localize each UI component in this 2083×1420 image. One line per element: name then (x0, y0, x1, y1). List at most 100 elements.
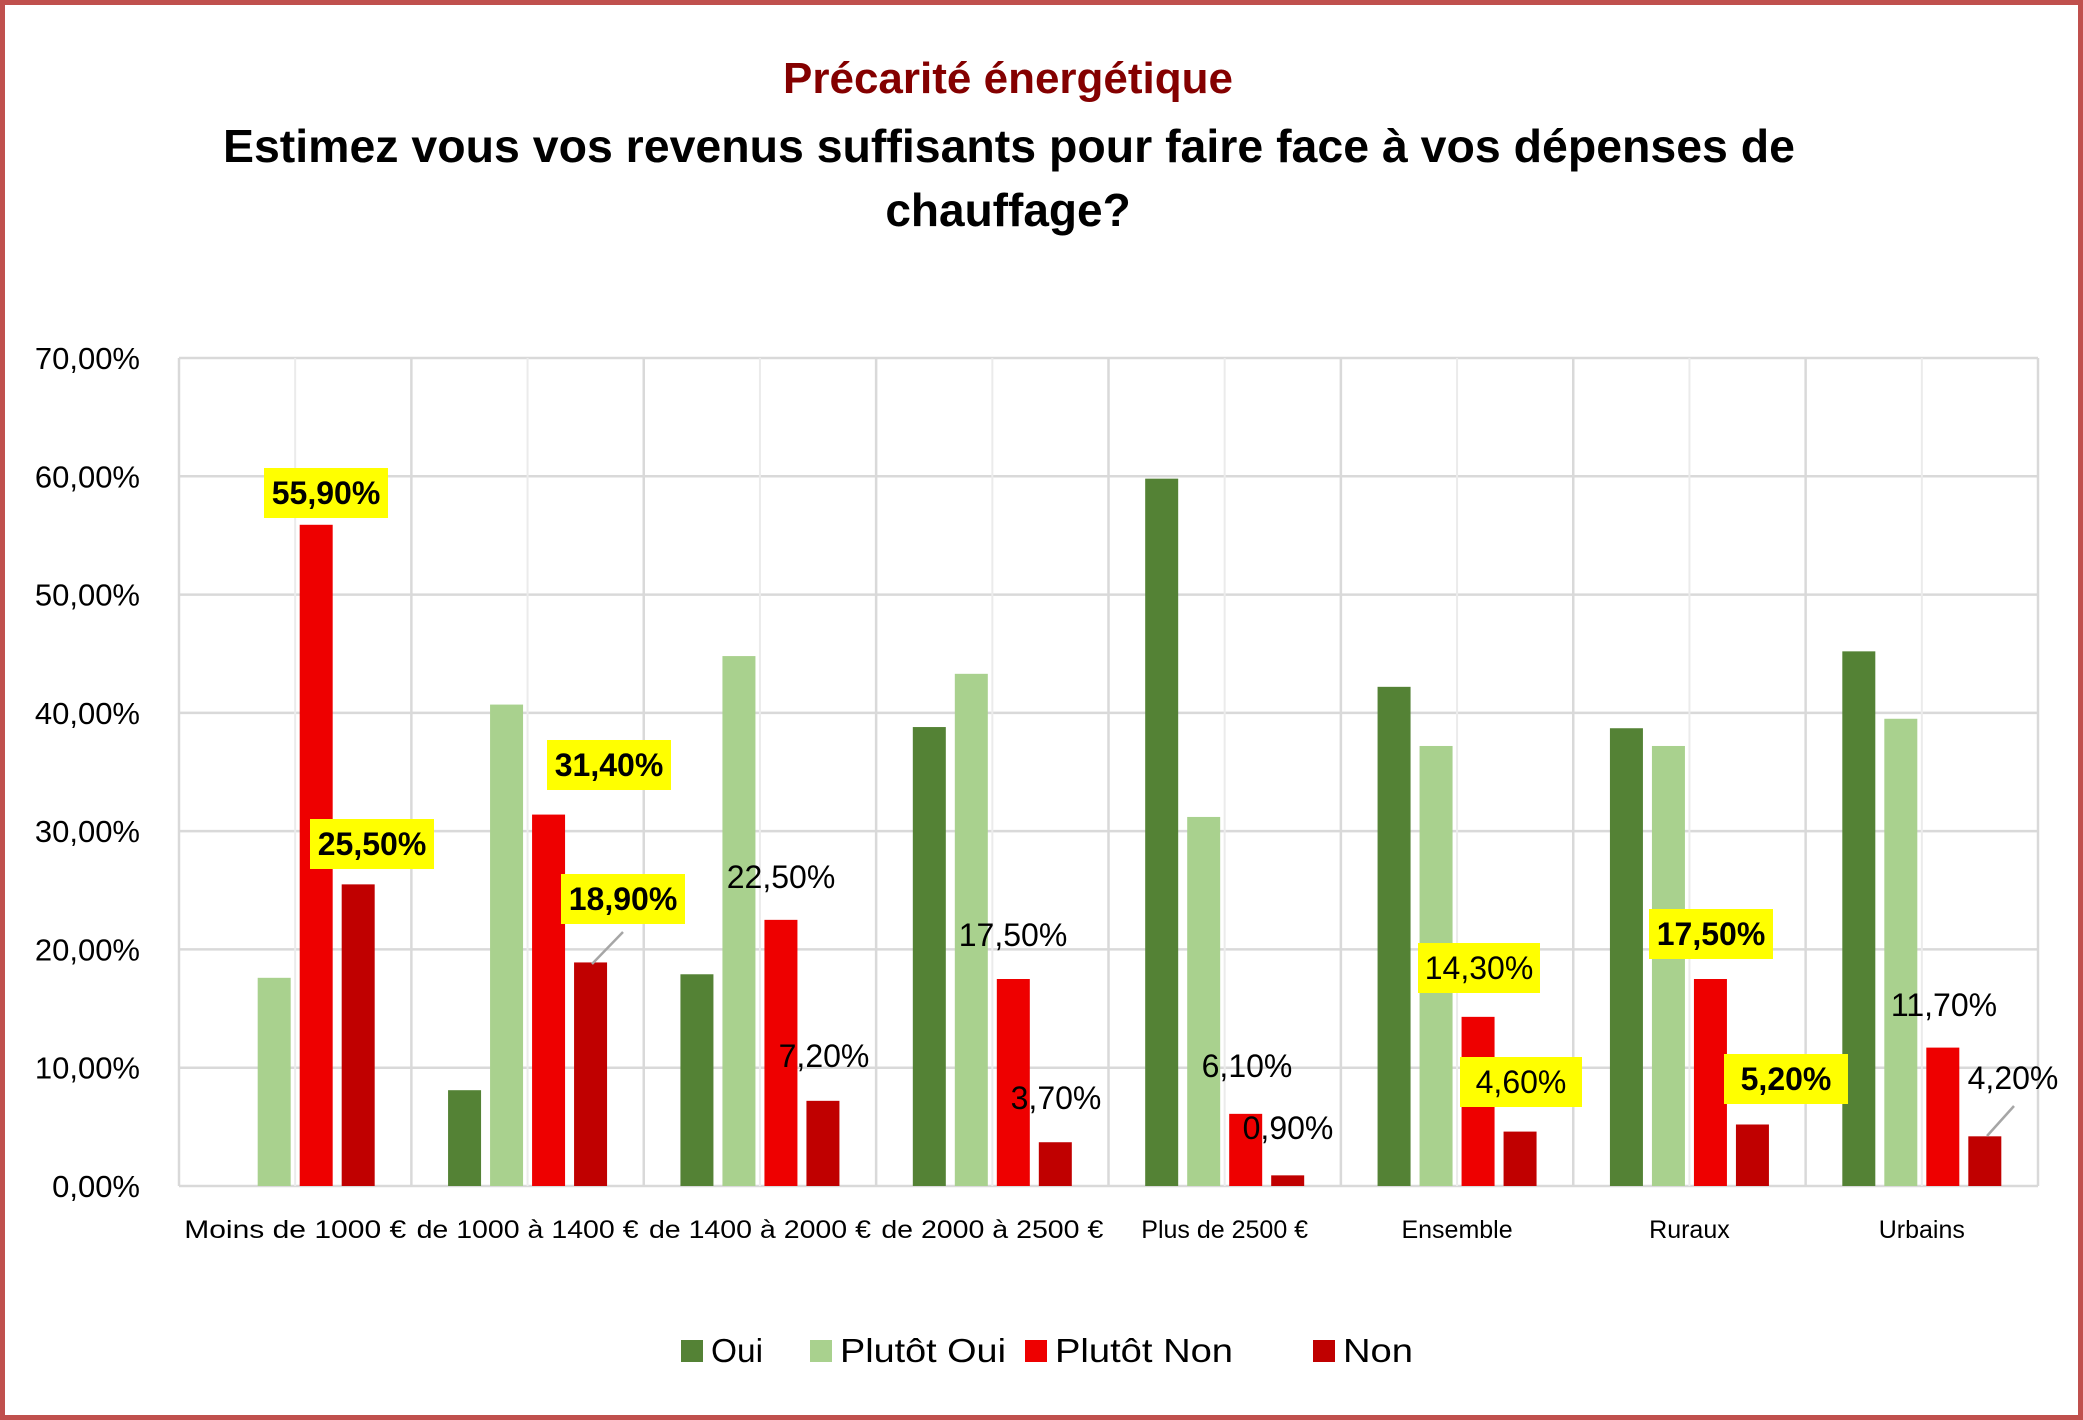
x-tick-label: Urbains (1879, 1216, 1965, 1244)
data-label-text: 7,20% (779, 1038, 870, 1074)
legend-item: Oui (681, 1332, 763, 1369)
data-label-text: 5,20% (1741, 1061, 1832, 1097)
y-tick-label: 30,00% (35, 814, 140, 849)
data-label-text: 4,60% (1476, 1064, 1567, 1100)
data-label-text: 22,50% (727, 859, 836, 895)
legend-item: Plutôt Oui (810, 1332, 1006, 1369)
y-tick-label: 0,00% (52, 1169, 140, 1204)
x-tick-label: Ensemble (1401, 1216, 1512, 1244)
data-label-highlight (1724, 1054, 1848, 1104)
x-tick-label: de 1000 à 1400 € (417, 1216, 639, 1244)
chart-subtitle-line-2: chauffage? (885, 184, 1130, 236)
data-label-highlight (1460, 1057, 1582, 1107)
data-label-highlight (1418, 943, 1540, 993)
data-label-text: 55,90% (272, 475, 381, 511)
data-label: 55,90% (264, 468, 388, 518)
bar-plut-t-oui (490, 704, 524, 1186)
bar-oui (448, 1090, 482, 1186)
bars (257, 478, 2002, 1186)
bar-non (1271, 1175, 1305, 1186)
bar-plut-t-non (1229, 1113, 1263, 1186)
bar-non (1735, 1124, 1769, 1186)
legend-label: Plutôt Oui (840, 1332, 1006, 1369)
bar-plut-t-non (996, 979, 1030, 1186)
data-label-text: 31,40% (555, 747, 664, 783)
y-tick-label: 60,00% (35, 459, 140, 494)
bar-oui (912, 727, 946, 1186)
data-label: 0,90% (1243, 1110, 1334, 1146)
data-label: 18,90% (561, 874, 685, 924)
label-leader-line (591, 931, 624, 965)
legend-label: Non (1343, 1332, 1413, 1369)
legend-swatch (1313, 1340, 1335, 1362)
bar-plut-t-non (764, 919, 798, 1186)
bar-plut-t-non (1693, 979, 1727, 1186)
y-tick-label: 10,00% (35, 1051, 140, 1086)
bar-non (341, 884, 375, 1186)
bar-plut-t-oui (1187, 816, 1221, 1186)
bar-oui (1842, 651, 1876, 1186)
bar-non (574, 962, 608, 1186)
data-label: 17,50% (1649, 909, 1773, 959)
bar-oui (680, 974, 714, 1186)
data-label-text: 18,90% (569, 881, 678, 917)
data-label-highlight (547, 740, 671, 790)
x-tick-label: Moins de 1000 € (184, 1216, 406, 1244)
bar-non (1038, 1142, 1072, 1186)
data-label-text: 6,10% (1202, 1048, 1293, 1084)
y-tick-label: 50,00% (35, 578, 140, 613)
data-label-highlight (561, 874, 685, 924)
y-tick-label: 40,00% (35, 696, 140, 731)
data-label: 6,10% (1202, 1048, 1293, 1084)
legend: Oui Plutôt Oui Plutôt Non Non (681, 1332, 1413, 1369)
bar-non (1968, 1136, 2002, 1186)
bar-oui (1377, 686, 1411, 1186)
data-label-text: 14,30% (1425, 950, 1534, 986)
chart-subtitle-line-1: Estimez vous vos revenus suffisants pour… (223, 120, 1795, 172)
data-label-text: 4,20% (1968, 1060, 2059, 1096)
label-leader-line (1986, 1105, 2015, 1137)
legend-item: Non (1313, 1332, 1413, 1369)
chart-title: Précarité énergétique (783, 54, 1233, 103)
data-label-highlight (264, 468, 388, 518)
data-label-highlight (310, 819, 434, 869)
data-label-text: 11,70% (1891, 987, 1997, 1023)
legend-item: Plutôt Non (1025, 1332, 1233, 1369)
bar-oui (1609, 728, 1643, 1186)
bar-plut-t-oui (954, 673, 988, 1186)
data-label-text: 3,70% (1011, 1080, 1102, 1116)
data-label: 4,60% (1460, 1057, 1582, 1107)
legend-swatch (681, 1340, 703, 1362)
bar-plut-t-oui (1651, 745, 1685, 1186)
data-label: 7,20% (779, 1038, 870, 1074)
data-label: 4,20% (1968, 1060, 2059, 1096)
legend-swatch (1025, 1340, 1047, 1362)
bar-plut-t-non (532, 814, 566, 1186)
data-label: 25,50% (310, 819, 434, 869)
x-tick-label: Ruraux (1649, 1216, 1730, 1244)
x-tick-label: Plus de 2500 € (1141, 1216, 1308, 1244)
data-label: 3,70% (1011, 1080, 1102, 1116)
label-leader-lines (591, 931, 2015, 1137)
data-label: 11,70% (1891, 987, 1997, 1023)
bar-non (1503, 1131, 1537, 1186)
x-tick-label: de 2000 à 2500 € (881, 1216, 1103, 1244)
y-tick-label: 70,00% (35, 341, 140, 376)
legend-swatch (810, 1340, 832, 1362)
data-label: 14,30% (1418, 943, 1540, 993)
bar-oui (1145, 478, 1179, 1186)
y-tick-label: 20,00% (35, 932, 140, 967)
bar-non (806, 1100, 840, 1186)
data-label-highlight (1649, 909, 1773, 959)
bar-plut-t-oui (257, 977, 291, 1186)
data-label-text: 17,50% (959, 917, 1068, 953)
legend-label: Plutôt Non (1055, 1332, 1233, 1369)
data-labels: 55,90% 31,40% 22,50% 17,50% 6,10% 14,30% 17,50… (264, 468, 2058, 1146)
x-axis: Moins de 1000 € de 1000 à 1400 € de 1400 à… (184, 1216, 1965, 1244)
bar-plut-t-oui (722, 656, 756, 1186)
data-label: 5,20% (1724, 1054, 1848, 1104)
data-label: 22,50% (727, 859, 836, 895)
bar-plut-t-non (1926, 1047, 1960, 1186)
data-label-text: 25,50% (318, 826, 427, 862)
